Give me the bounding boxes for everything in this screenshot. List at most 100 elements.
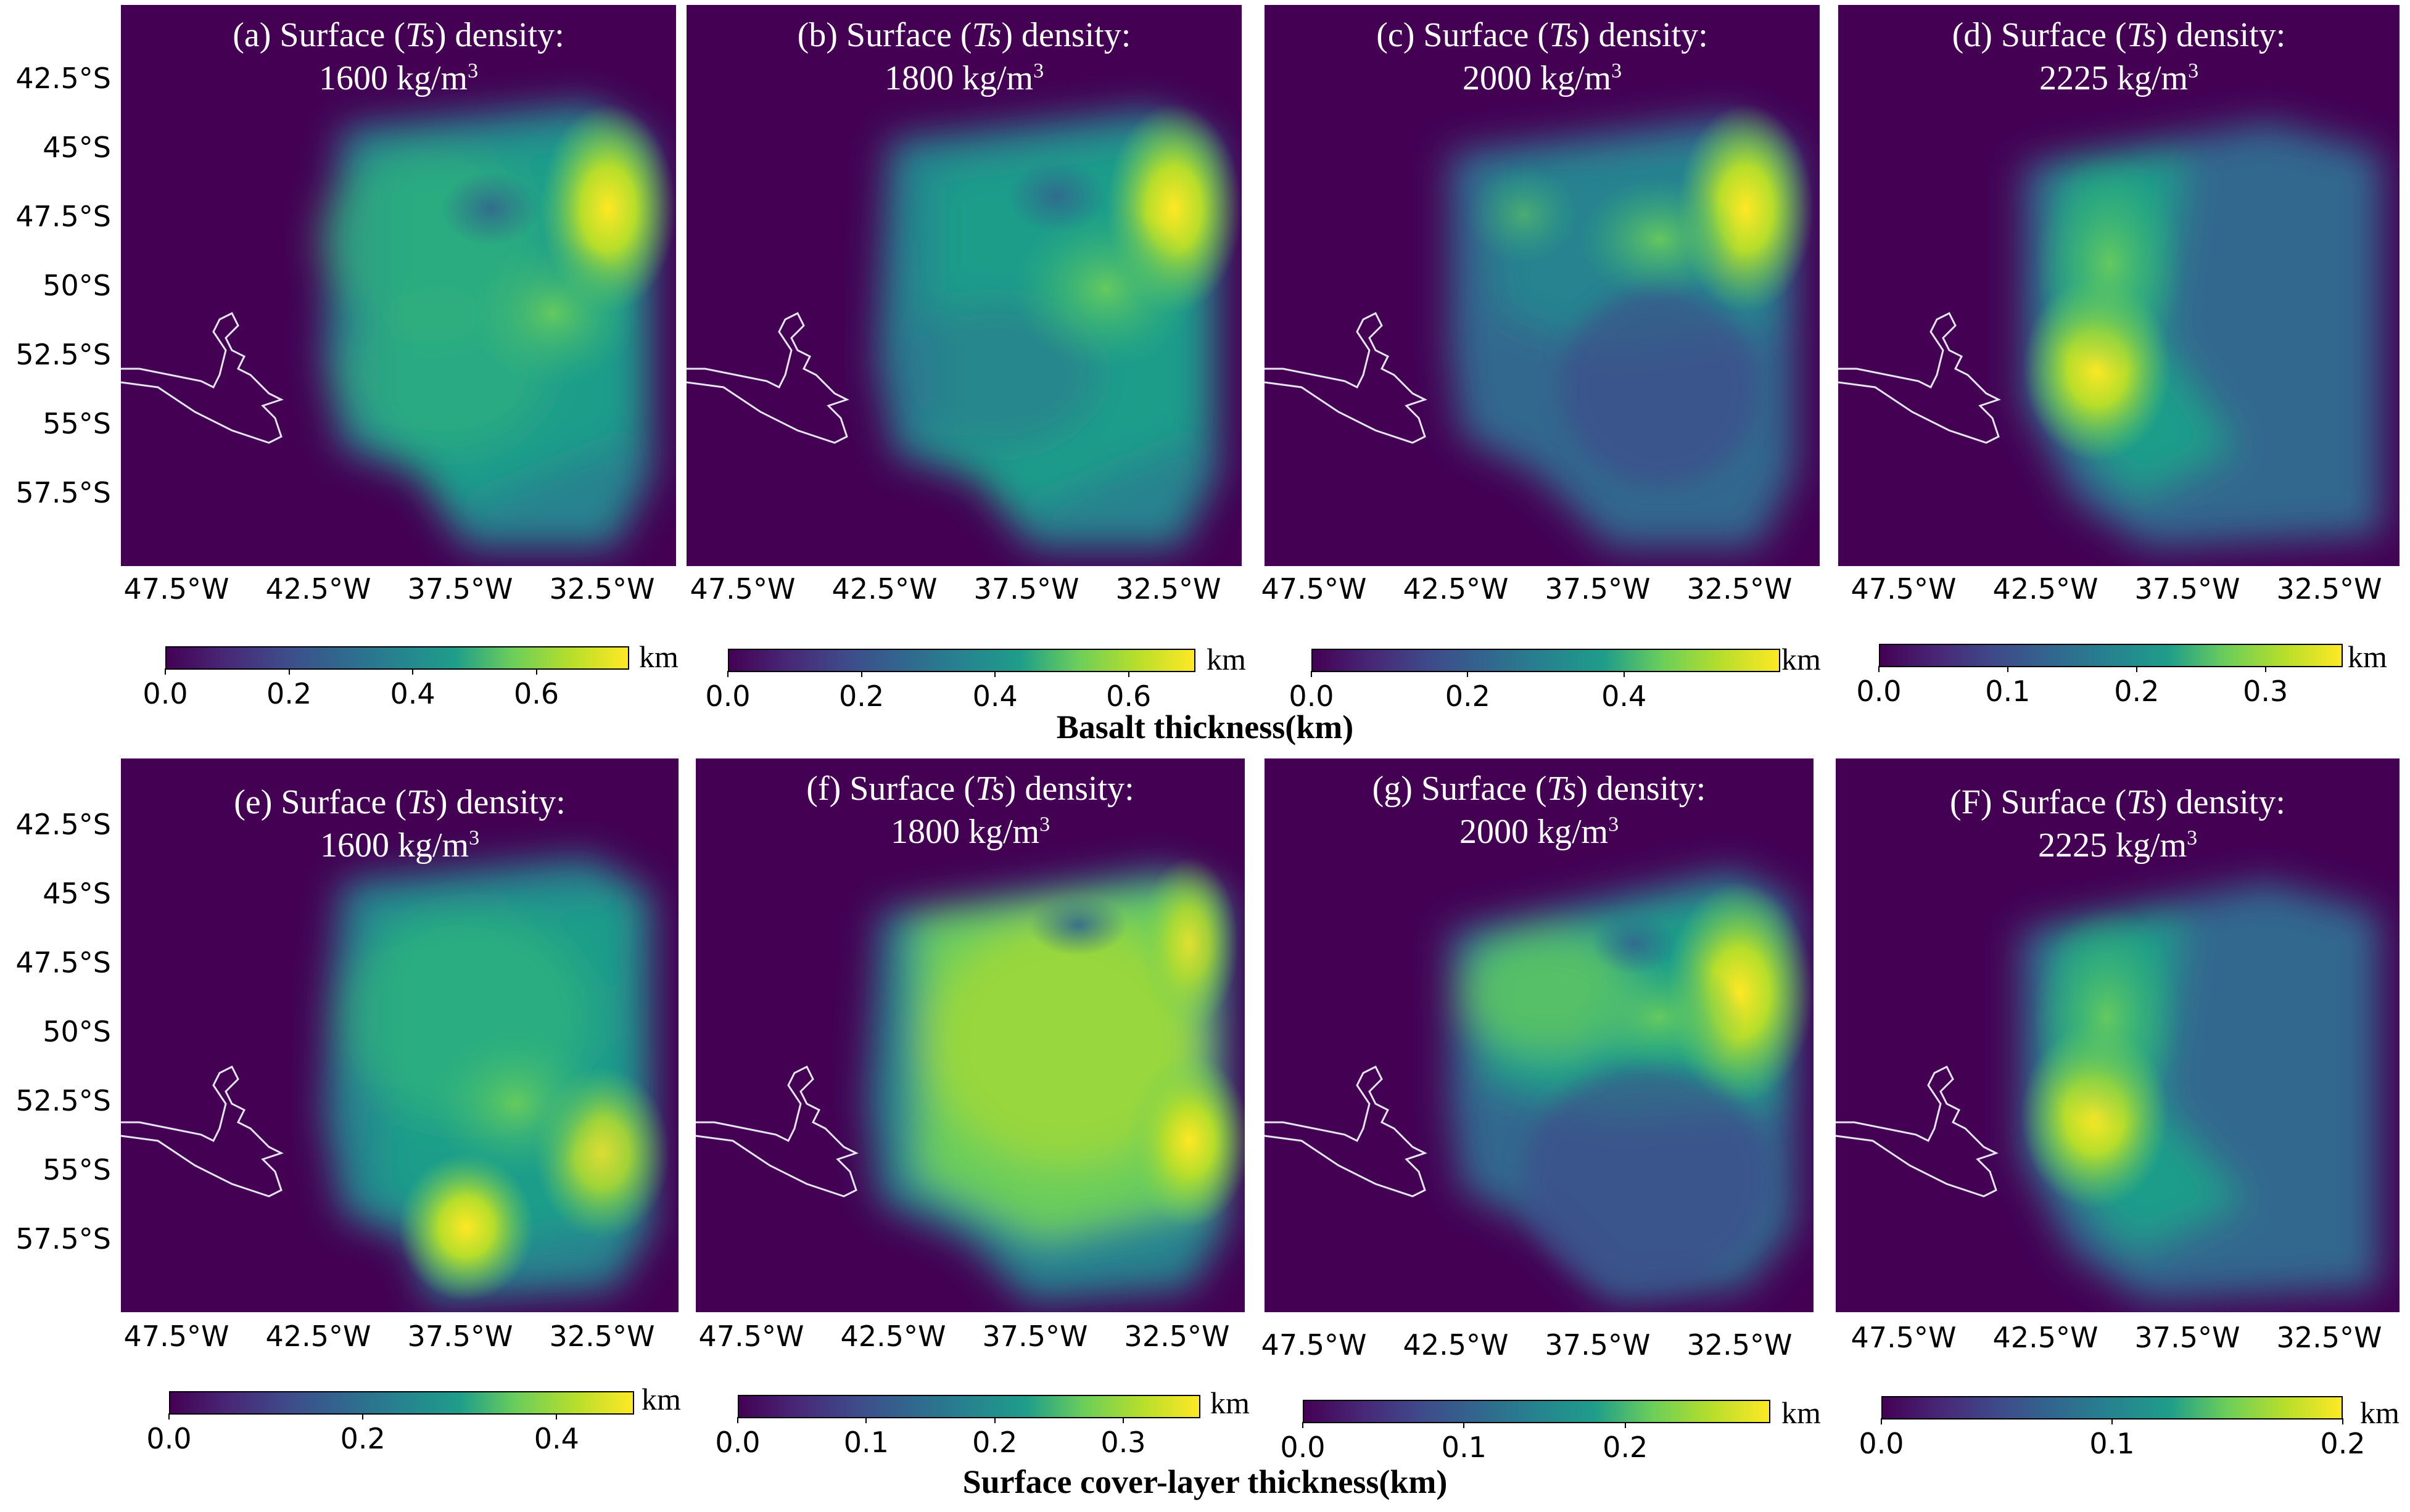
colorbar-tick-mark xyxy=(288,668,290,675)
lat-label: 47.5°S xyxy=(15,946,111,979)
colorbar-tick-mark xyxy=(168,1413,170,1420)
lon-label: 32.5°W xyxy=(1686,572,1793,606)
lon-label: 32.5°W xyxy=(549,1320,655,1353)
colorbar-tick-label: 0.0 xyxy=(715,1426,761,1459)
colorbar-tick-mark xyxy=(865,1417,867,1423)
colorbar-tick-mark xyxy=(994,671,996,677)
colorbar-tick-mark xyxy=(2136,666,2137,672)
colorbar-unit: km xyxy=(1781,642,1821,676)
colorbar-tick-label: 0.1 xyxy=(843,1426,889,1459)
colorbar-h xyxy=(1881,1396,2343,1420)
heatmap-b xyxy=(878,104,1242,548)
lat-label: 50°S xyxy=(43,269,111,302)
lon-label: 32.5°W xyxy=(2276,1321,2382,1354)
lon-label: 42.5°W xyxy=(840,1320,946,1353)
heatmap-a xyxy=(318,104,676,548)
colorbar-g xyxy=(1303,1400,1770,1423)
coastline-a xyxy=(121,311,284,444)
lon-label: 37.5°W xyxy=(982,1320,1088,1353)
colorbar-tick-mark xyxy=(737,1417,738,1423)
colorbar-unit: km xyxy=(639,639,679,674)
lon-label: 47.5°W xyxy=(1261,572,1367,606)
colorbar-tick-label: 0.0 xyxy=(1280,1431,1326,1464)
map-panel-h: (F) Surface (Ts) density: 2225 kg/m3 xyxy=(1836,758,2400,1312)
lon-label: 47.5°W xyxy=(123,572,229,606)
map-panel-f: (f) Surface (Ts) density: 1800 kg/m3 xyxy=(696,758,1245,1312)
lon-label: 47.5°W xyxy=(123,1320,229,1353)
lon-label: 42.5°W xyxy=(832,572,938,606)
colorbar-unit: km xyxy=(642,1382,681,1416)
map-panel-c: (c) Surface (Ts) density: 2000 kg/m3 xyxy=(1265,5,1820,566)
colorbar-tick-mark xyxy=(556,1413,558,1420)
colorbar-tick-label: 0.2 xyxy=(266,677,312,710)
coastline-d xyxy=(1838,311,2001,444)
panel-title-b: (b) Surface (Ts) density: 1800 kg/m3 xyxy=(797,16,1131,97)
colorbar-tick-mark xyxy=(412,668,414,675)
lon-label: 37.5°W xyxy=(1545,572,1651,606)
colorbar-tick-mark xyxy=(1463,1422,1465,1428)
colorbar-tick-label: 0.3 xyxy=(2243,675,2288,708)
colorbar-tick-mark xyxy=(1128,671,1129,677)
colorbar-tick-label: 0.0 xyxy=(1289,680,1334,713)
lon-label: 32.5°W xyxy=(1115,572,1221,606)
colorbar-tick-label: 0.6 xyxy=(514,677,559,710)
coastline-c xyxy=(1265,311,1427,444)
colorbar-tick-label: 0.3 xyxy=(1100,1426,1146,1459)
map-panel-b: (b) Surface (Ts) density: 1800 kg/m3 xyxy=(687,5,1242,566)
coastline-f xyxy=(696,1065,859,1198)
panel-title-e: (e) Surface (Ts) density: 1600 kg/m3 xyxy=(234,783,566,865)
map-panel-a: (a) Surface (Ts) density: 1600 kg/m3 xyxy=(121,5,676,566)
colorbar-tick-label: 0.2 xyxy=(2320,1427,2366,1460)
colorbar-tick-mark xyxy=(1881,1418,1882,1424)
lat-label: 42.5°S xyxy=(15,62,111,95)
lon-label: 37.5°W xyxy=(407,572,513,606)
row-caption-basalt: Basalt thickness(km) xyxy=(1056,709,1354,746)
lon-label: 47.5°W xyxy=(1851,1321,1957,1354)
colorbar-tick-label: 0.6 xyxy=(1106,680,1152,713)
heatmap-d xyxy=(2023,122,2381,548)
coastline-b xyxy=(687,311,849,444)
colorbar-tick-label: 0.2 xyxy=(972,1426,1018,1459)
colorbar-tick-mark xyxy=(1624,1422,1626,1428)
lon-label: 37.5°W xyxy=(2134,572,2240,606)
lon-label: 42.5°W xyxy=(1403,1328,1509,1362)
colorbar-b xyxy=(728,649,1195,672)
lon-label: 42.5°W xyxy=(265,1320,371,1353)
colorbar-tick-label: 0.1 xyxy=(1985,675,2031,708)
heatmap-f xyxy=(869,857,1245,1301)
panel-title-c: (c) Surface (Ts) density: 2000 kg/m3 xyxy=(1376,16,1708,97)
lat-label: 52.5°S xyxy=(15,1084,111,1117)
map-panel-g: (g) Surface (Ts) density: 2000 kg/m3 xyxy=(1265,758,1814,1312)
colorbar-tick-label: 0.0 xyxy=(146,1422,192,1455)
lon-label: 37.5°W xyxy=(2134,1321,2240,1354)
colorbar-tick-label: 0.4 xyxy=(1601,680,1647,713)
colorbar-tick-label: 0.1 xyxy=(1441,1431,1487,1464)
colorbar-unit: km xyxy=(1781,1395,1821,1430)
lat-label: 42.5°S xyxy=(15,808,111,841)
colorbar-tick-label: 0.2 xyxy=(838,680,885,713)
colorbar-tick-label: 0.4 xyxy=(972,680,1018,713)
coastline-e xyxy=(121,1065,284,1198)
lat-label: 47.5°S xyxy=(15,200,111,233)
colorbar-tick-label: 0.0 xyxy=(1856,675,1902,708)
colorbar-tick-mark xyxy=(727,671,728,677)
colorbar-c xyxy=(1311,649,1780,672)
colorbar-unit: km xyxy=(2360,1395,2400,1430)
heatmap-h xyxy=(2021,882,2379,1301)
lat-label: 55°S xyxy=(43,407,111,440)
colorbar-tick-mark xyxy=(1302,1422,1303,1428)
lon-label: 32.5°W xyxy=(1686,1328,1793,1362)
lat-label: 50°S xyxy=(43,1015,111,1048)
coastline-g xyxy=(1265,1065,1427,1198)
colorbar-tick-mark xyxy=(362,1413,364,1420)
colorbar-tick-label: 0.4 xyxy=(390,677,435,710)
lon-label: 47.5°W xyxy=(698,1320,804,1353)
colorbar-tick-label: 0.0 xyxy=(705,680,751,713)
panel-title-a: (a) Surface (Ts) density: 1600 kg/m3 xyxy=(233,16,564,97)
panel-title-d: (d) Surface (Ts) density: 2225 kg/m3 xyxy=(1952,16,2286,97)
colorbar-tick-mark xyxy=(860,671,862,677)
lon-label: 42.5°W xyxy=(1403,572,1509,606)
colorbar-tick-label: 0.0 xyxy=(142,677,188,710)
colorbar-tick-mark xyxy=(2264,666,2266,672)
map-panel-d: (d) Surface (Ts) density: 2225 kg/m3 xyxy=(1838,5,2400,566)
